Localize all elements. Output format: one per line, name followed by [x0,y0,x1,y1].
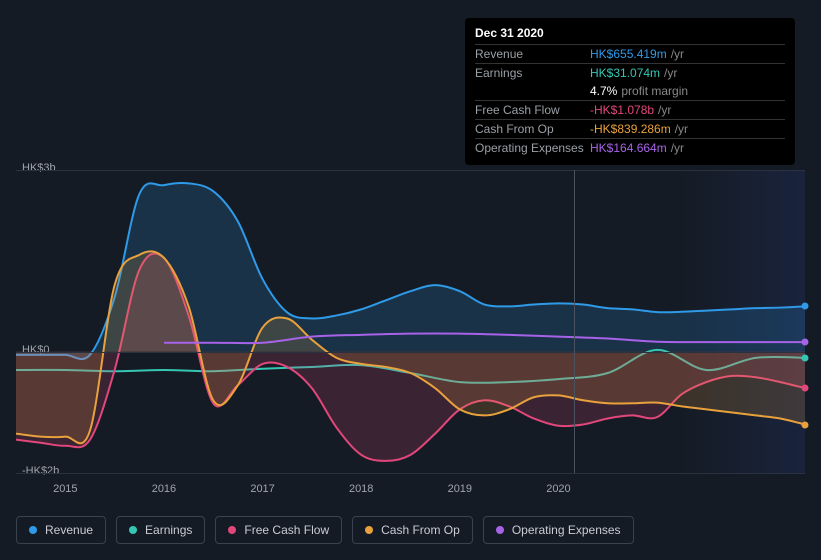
legend-item[interactable]: Earnings [116,516,205,544]
financial-chart: HK$3bHK$0-HK$2b 201520162017201820192020 [16,155,805,500]
gridline [16,352,805,353]
tooltip-row-value: -HK$1.078b/yr [590,103,785,117]
tooltip-row-value: 4.7%profit margin [590,84,785,98]
tooltip-row-value: HK$31.074m/yr [590,66,785,80]
series-endpoint [802,385,809,392]
tooltip-row: EarningsHK$31.074m/yr [475,63,785,82]
tooltip-row-label: Operating Expenses [475,141,590,155]
legend-item[interactable]: Cash From Op [352,516,473,544]
tooltip-row-value: HK$655.419m/yr [590,47,785,61]
legend-color-icon [228,526,236,534]
tooltip-row-value: HK$164.664m/yr [590,141,785,155]
legend-color-icon [496,526,504,534]
tooltip-row-label: Free Cash Flow [475,103,590,117]
chart-legend: Revenue Earnings Free Cash Flow Cash From O… [16,516,634,544]
legend-color-icon [129,526,137,534]
x-axis-tick: 2019 [448,483,472,495]
tooltip-row-label: Earnings [475,66,590,80]
legend-item[interactable]: Operating Expenses [483,516,634,544]
tooltip-date: Dec 31 2020 [475,26,785,44]
legend-label: Cash From Op [381,523,460,537]
legend-label: Operating Expenses [512,523,621,537]
legend-color-icon [29,526,37,534]
legend-label: Earnings [145,523,192,537]
x-axis-tick: 2017 [250,483,274,495]
tooltip-row-label: Revenue [475,47,590,61]
tooltip-row: Free Cash Flow-HK$1.078b/yr [475,100,785,119]
legend-item[interactable]: Revenue [16,516,106,544]
x-axis-tick: 2016 [152,483,176,495]
x-axis-tick: 2020 [546,483,570,495]
legend-label: Revenue [45,523,93,537]
chart-tooltip: Dec 31 2020 RevenueHK$655.419m/yrEarning… [465,18,795,165]
gridline [16,170,805,171]
series-endpoint [802,339,809,346]
x-axis-tick: 2018 [349,483,373,495]
chart-hover-line [574,170,575,473]
legend-item[interactable]: Free Cash Flow [215,516,342,544]
tooltip-row-value: -HK$839.286m/yr [590,122,785,136]
plot-area[interactable] [16,170,805,473]
legend-label: Free Cash Flow [244,523,329,537]
tooltip-row: RevenueHK$655.419m/yr [475,44,785,63]
legend-color-icon [365,526,373,534]
tooltip-row-label: Cash From Op [475,122,590,136]
series-endpoint [802,421,809,428]
series-endpoint [802,303,809,310]
series-endpoint [802,354,809,361]
gridline [16,473,805,474]
tooltip-row: Cash From Op-HK$839.286m/yr [475,119,785,138]
x-axis-tick: 2015 [53,483,77,495]
tooltip-row: 4.7%profit margin [475,82,785,100]
